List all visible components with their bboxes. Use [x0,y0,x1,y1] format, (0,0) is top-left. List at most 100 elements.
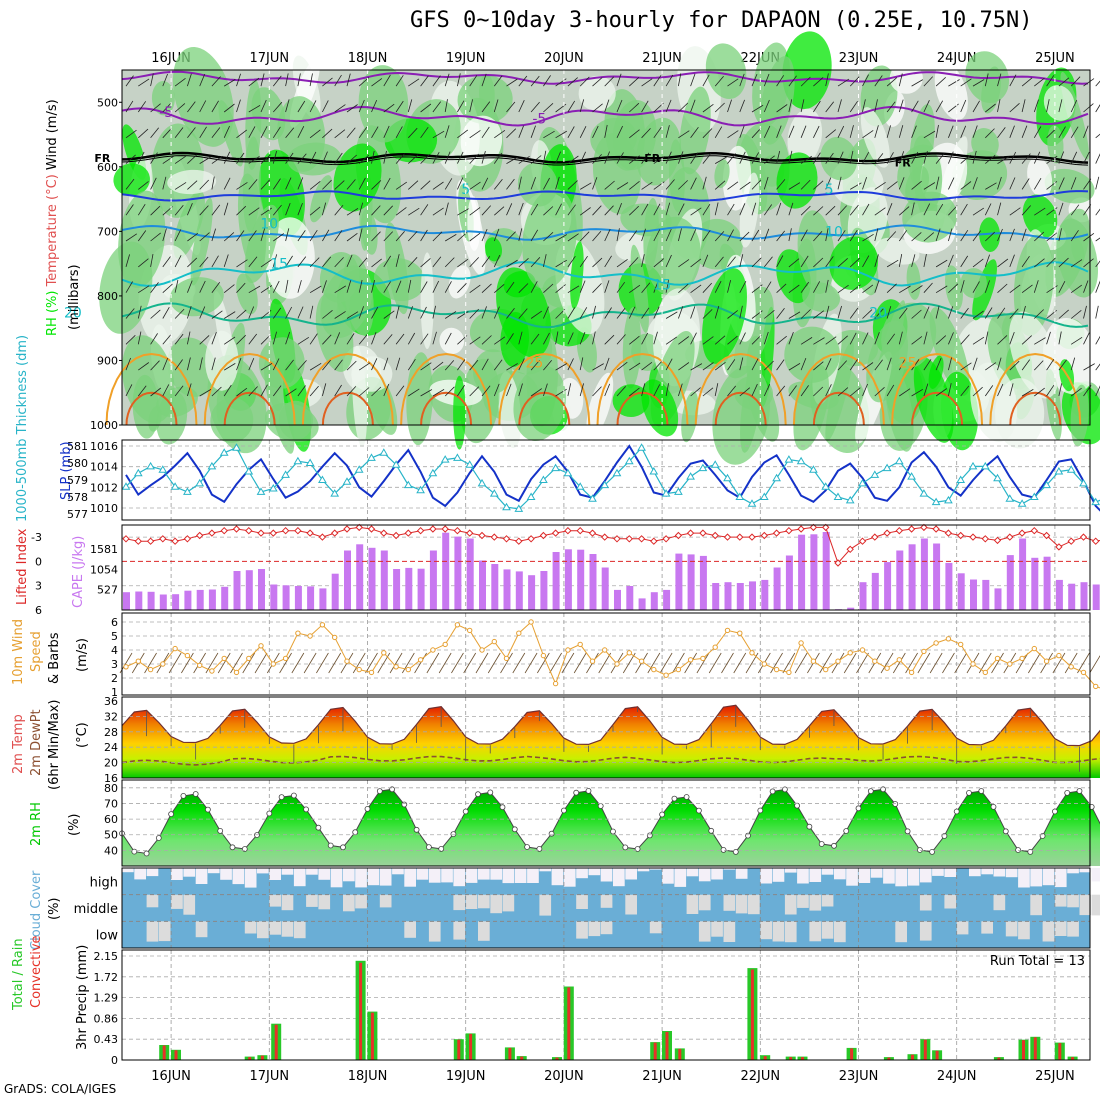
lifted-index-point [418,528,424,534]
lifted-index-point [1068,538,1074,544]
rh-point [279,795,284,800]
slp-tick-label: 1010 [90,502,118,515]
precip-tick-label: 0.86 [94,1012,119,1025]
rh-point [611,829,616,834]
cape-bar [700,556,707,610]
wind-speed-point [873,659,877,663]
cloud-fraction [908,868,920,886]
cloud-fraction [699,895,711,911]
rh-point [181,793,186,798]
cloud-fraction [601,921,613,934]
rh-point [230,845,235,850]
panel-frame [122,613,1090,695]
cape-bar [860,582,867,610]
cloud-fraction [294,921,306,938]
top-day-label: 19JUN [446,51,486,66]
wind-speed-point [136,659,140,663]
wind-speed-point [566,648,570,652]
wind-speed-point [173,646,177,650]
wind-speed-point [333,635,337,639]
rh-point [476,792,481,797]
cloud-fraction [282,868,294,875]
lifted-index-point [307,530,313,536]
cloud-fraction [969,868,981,876]
lifted-index-point [958,533,964,539]
lifted-index-point [982,536,988,542]
cloud-fraction [478,921,490,941]
cape-bar [160,595,167,611]
cape-bar [234,571,241,610]
cloud-fraction [380,895,392,908]
thickness-ylabel: 1000-500mb Thickness (dm) [15,335,30,522]
cloud-fraction [748,895,760,915]
wind-speed-point [1032,646,1036,650]
lifted-index-point [258,530,264,536]
cape-tick-label: 1581 [90,543,118,556]
precip-conv-bar [666,1032,669,1060]
cloud-fraction [1018,921,1030,939]
cape-bar [258,569,265,610]
bottom-day-label: 22JUN [740,1069,780,1084]
wind-barb [1096,177,1099,190]
lifted-index-point [393,533,399,539]
rh-point [807,824,812,829]
wind-speed-point [664,673,668,677]
rh-tick-label: 50 [104,829,118,842]
bottom-day-label: 16JUN [151,1069,191,1084]
bottom-day-label: 19JUN [446,1069,486,1084]
wind-barb [574,653,586,673]
thickness-point [380,449,387,455]
rh-point [426,845,431,850]
thickness-point [687,473,694,479]
lifted-index-point [332,530,338,536]
rh-point [770,789,775,794]
cape-bar [884,562,891,610]
lifted-index-point [614,536,620,542]
lifted-tick-label: 0 [35,555,42,568]
rh-point [193,792,198,797]
cloud-fraction [944,868,956,877]
wind-barb [734,653,746,673]
wind-speed-point [443,642,447,646]
cloud-fraction [932,868,944,876]
wind-speed-point [124,665,128,669]
rh-point [832,843,837,848]
profile-panel: -5 -5FR FR FR5 510 10151520 2025 25500600700800… [45,29,1100,470]
cape-bar [749,581,756,610]
temp-ylabel: (°C) [75,722,90,748]
wind-speed-point [406,667,410,671]
cape-bar [479,561,486,611]
top-day-label: 23JUN [839,51,879,66]
lifted-index-point [516,538,522,544]
lifted-index-point [577,528,583,534]
profile-ylabel-units: (millibars) [67,264,82,330]
precip-conv-bar [850,1048,853,1060]
cloud-fraction [1080,868,1092,872]
cape-bar [209,590,216,611]
wind-speed-point [1020,656,1024,660]
rh-ylabel: (%) [67,814,82,837]
wind-speed-point [185,653,189,657]
cape-bar [577,550,584,610]
precip-conv-bar [924,1040,927,1060]
wind-speed-point [762,662,766,666]
lifted-index-point [1093,538,1099,544]
cloud-fraction [773,921,785,941]
wind-barb [304,653,316,673]
cloud-fraction [699,921,711,941]
cloud-fraction [515,868,527,883]
wind-speed-point [885,666,889,670]
wind-speed-point [995,656,999,660]
wind-speed-point [836,659,840,663]
cloud-fraction [343,868,355,881]
cape-bar [246,570,253,610]
wind-speed-point [713,645,717,649]
wind-speed-point [897,658,901,662]
wind-speed-point [468,628,472,632]
thickness-point [638,444,645,450]
cape-bar [725,582,732,610]
wind-barb [525,653,537,673]
wind-speed-point [922,649,926,653]
cloud-fraction [171,868,183,880]
